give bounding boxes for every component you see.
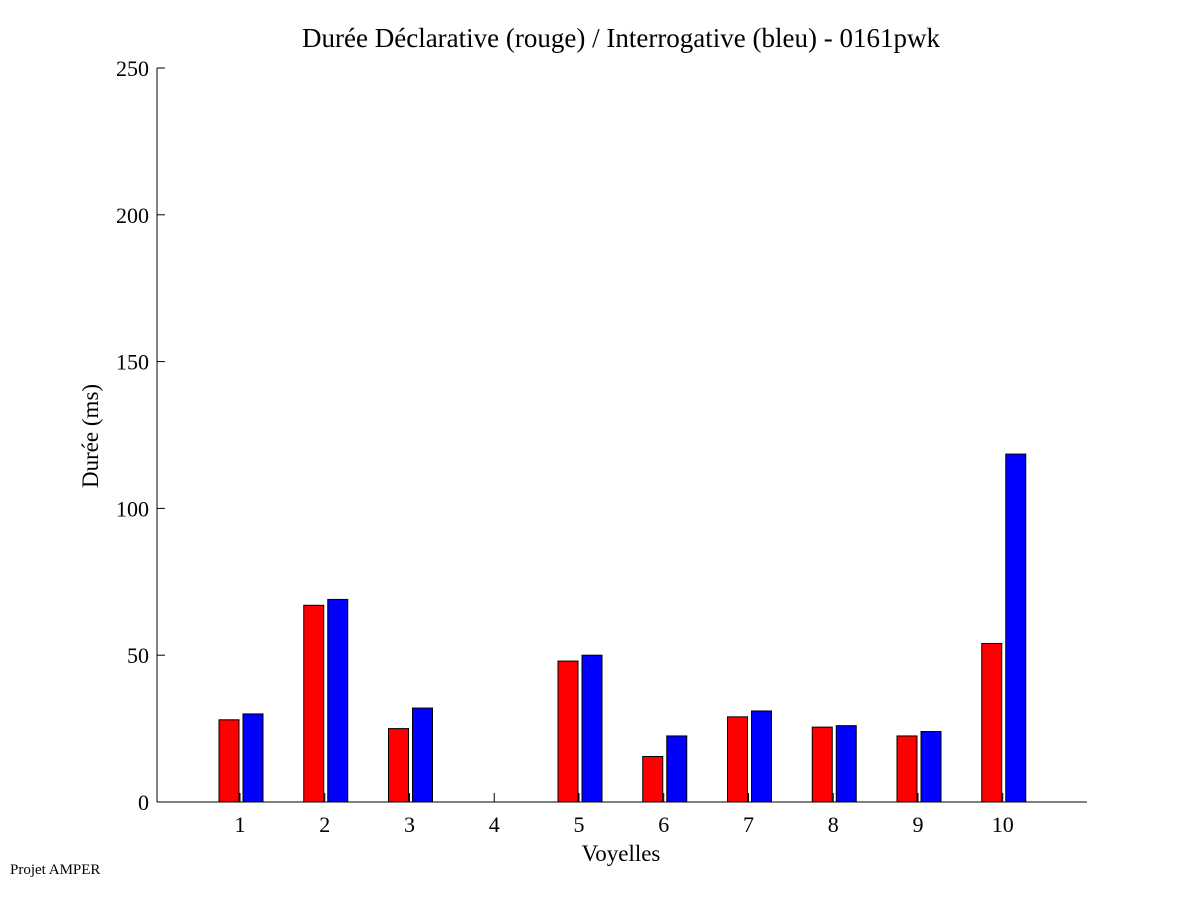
x-tick-label: 4 [489, 812, 500, 837]
bar-interrogative [242, 713, 264, 803]
x-ticks: 1 2 3 4 5 6 7 8 9 10 [235, 793, 1014, 837]
y-tick-label: 150 [116, 350, 149, 375]
bar-interrogative [327, 598, 349, 803]
bar-declarative [218, 719, 240, 803]
y-tick-label: 250 [116, 56, 149, 81]
bar-declarative [727, 716, 748, 803]
bars [218, 453, 1027, 803]
y-tick-label: 50 [127, 643, 149, 668]
x-tick-label: 9 [913, 812, 924, 837]
y-ticks: 0 50 100 150 200 250 [116, 56, 165, 815]
x-tick-label: 10 [992, 812, 1014, 837]
y-tick-label: 0 [138, 790, 149, 815]
bar-interrogative [835, 725, 857, 803]
chart-title: Durée Déclarative (rouge) / Interrogativ… [302, 23, 940, 53]
x-tick-label: 5 [574, 812, 585, 837]
x-tick-label: 2 [319, 812, 330, 837]
bar-interrogative [412, 707, 433, 803]
bar-declarative [388, 728, 409, 803]
bar-declarative [642, 755, 664, 803]
bar-interrogative [751, 710, 772, 803]
y-tick-label: 100 [116, 496, 149, 521]
x-tick-label: 6 [658, 812, 669, 837]
bar-declarative [811, 726, 833, 803]
y-tick-label: 200 [116, 203, 149, 228]
bar-interrogative [1005, 453, 1027, 803]
bar-declarative [896, 735, 918, 803]
bar-declarative [981, 642, 1003, 803]
bar-interrogative [581, 654, 603, 803]
x-tick-label: 3 [404, 812, 415, 837]
bar-interrogative [666, 735, 688, 803]
bar-declarative [557, 660, 579, 803]
bar-interrogative [920, 731, 942, 803]
y-axis-label: Durée (ms) [78, 384, 103, 488]
x-tick-label: 8 [828, 812, 839, 837]
x-axis-label: Voyelles [582, 841, 661, 866]
bar-declarative [303, 604, 325, 803]
footer-label: Projet AMPER [10, 862, 101, 878]
x-tick-label: 1 [235, 812, 246, 837]
x-tick-label: 7 [743, 812, 754, 837]
